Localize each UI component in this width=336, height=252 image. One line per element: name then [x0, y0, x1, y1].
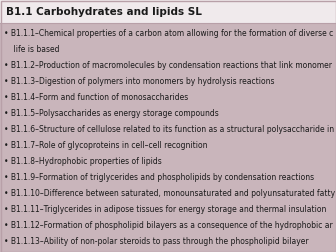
Text: • B1.1.6–Structure of cellulose related to its function as a structural polysacc: • B1.1.6–Structure of cellulose related …: [4, 124, 334, 134]
Text: • B1.1.11–Triglycerides in adipose tissues for energy storage and thermal insula: • B1.1.11–Triglycerides in adipose tissu…: [4, 205, 326, 213]
Text: • B1.1.7–Role of glycoproteins in cell–cell recognition: • B1.1.7–Role of glycoproteins in cell–c…: [4, 141, 208, 150]
Text: • B1.1.8–Hydrophobic properties of lipids: • B1.1.8–Hydrophobic properties of lipid…: [4, 156, 162, 166]
Text: life is based: life is based: [4, 45, 59, 54]
Text: • B1.1.4–Form and function of monosaccharides: • B1.1.4–Form and function of monosaccha…: [4, 93, 188, 102]
Text: • B1.1.5–Polysaccharides as energy storage compounds: • B1.1.5–Polysaccharides as energy stora…: [4, 109, 219, 118]
Text: • B1.1.12–Formation of phospholipid bilayers as a consequence of the hydrophobic: • B1.1.12–Formation of phospholipid bila…: [4, 220, 333, 230]
Text: • B1.1.13–Ability of non-polar steroids to pass through the phospholipid bilayer: • B1.1.13–Ability of non-polar steroids …: [4, 237, 309, 245]
Text: • B1.1.1–Chemical properties of a carbon atom allowing for the formation of dive: • B1.1.1–Chemical properties of a carbon…: [4, 29, 333, 38]
FancyBboxPatch shape: [0, 0, 336, 23]
Text: B1.1 Carbohydrates and lipids SL: B1.1 Carbohydrates and lipids SL: [6, 7, 202, 17]
Text: • B1.1.10–Difference between saturated, monounsaturated and polyunsaturated fatt: • B1.1.10–Difference between saturated, …: [4, 188, 336, 198]
Text: • B1.1.9–Formation of triglycerides and phospholipids by condensation reactions: • B1.1.9–Formation of triglycerides and …: [4, 173, 314, 181]
Text: • B1.1.2–Production of macromolecules by condensation reactions that link monome: • B1.1.2–Production of macromolecules by…: [4, 61, 332, 70]
Text: • B1.1.3–Digestion of polymers into monomers by hydrolysis reactions: • B1.1.3–Digestion of polymers into mono…: [4, 77, 275, 86]
